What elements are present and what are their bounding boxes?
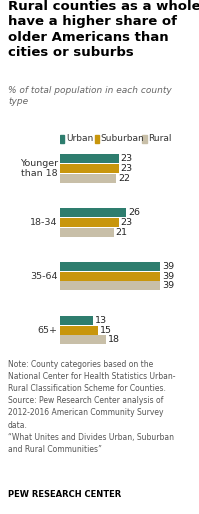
Text: 65+: 65+ — [38, 326, 58, 335]
Text: Note: County categories based on the
National Center for Health Statistics Urban: Note: County categories based on the Nat… — [8, 360, 176, 454]
Bar — [60, 262, 160, 271]
Bar — [60, 336, 106, 344]
Text: PEW RESEARCH CENTER: PEW RESEARCH CENTER — [8, 489, 121, 499]
Text: Urban: Urban — [66, 134, 93, 143]
Bar — [60, 326, 98, 335]
Text: 22: 22 — [118, 174, 130, 182]
Bar — [60, 174, 116, 182]
Bar — [60, 272, 160, 281]
Bar — [60, 154, 119, 163]
Text: 26: 26 — [128, 208, 140, 217]
Text: 18: 18 — [108, 335, 120, 344]
Bar — [142, 135, 146, 143]
Text: 39: 39 — [162, 262, 174, 271]
Text: Suburban: Suburban — [101, 134, 144, 143]
Text: 39: 39 — [162, 282, 174, 290]
Text: 23: 23 — [121, 218, 133, 227]
Text: Rural counties as a whole
have a higher share of
older Americans than
cities or : Rural counties as a whole have a higher … — [8, 0, 199, 60]
Bar — [60, 228, 114, 236]
Bar — [60, 282, 160, 290]
Text: 21: 21 — [116, 228, 128, 236]
Bar — [60, 316, 93, 325]
Bar — [95, 135, 99, 143]
Bar — [60, 135, 64, 143]
Text: Younger
than 18: Younger than 18 — [20, 159, 58, 178]
Text: 35-64: 35-64 — [30, 272, 58, 281]
Bar — [60, 164, 119, 173]
Bar — [60, 208, 126, 217]
Text: 13: 13 — [95, 316, 107, 325]
Text: 39: 39 — [162, 272, 174, 281]
Text: 15: 15 — [100, 326, 112, 335]
Text: 23: 23 — [121, 164, 133, 173]
Text: % of total population in each county
type: % of total population in each county typ… — [8, 86, 172, 106]
Bar — [60, 218, 119, 227]
Text: 23: 23 — [121, 154, 133, 163]
Text: 18-34: 18-34 — [30, 218, 58, 227]
Text: Rural: Rural — [148, 134, 172, 143]
